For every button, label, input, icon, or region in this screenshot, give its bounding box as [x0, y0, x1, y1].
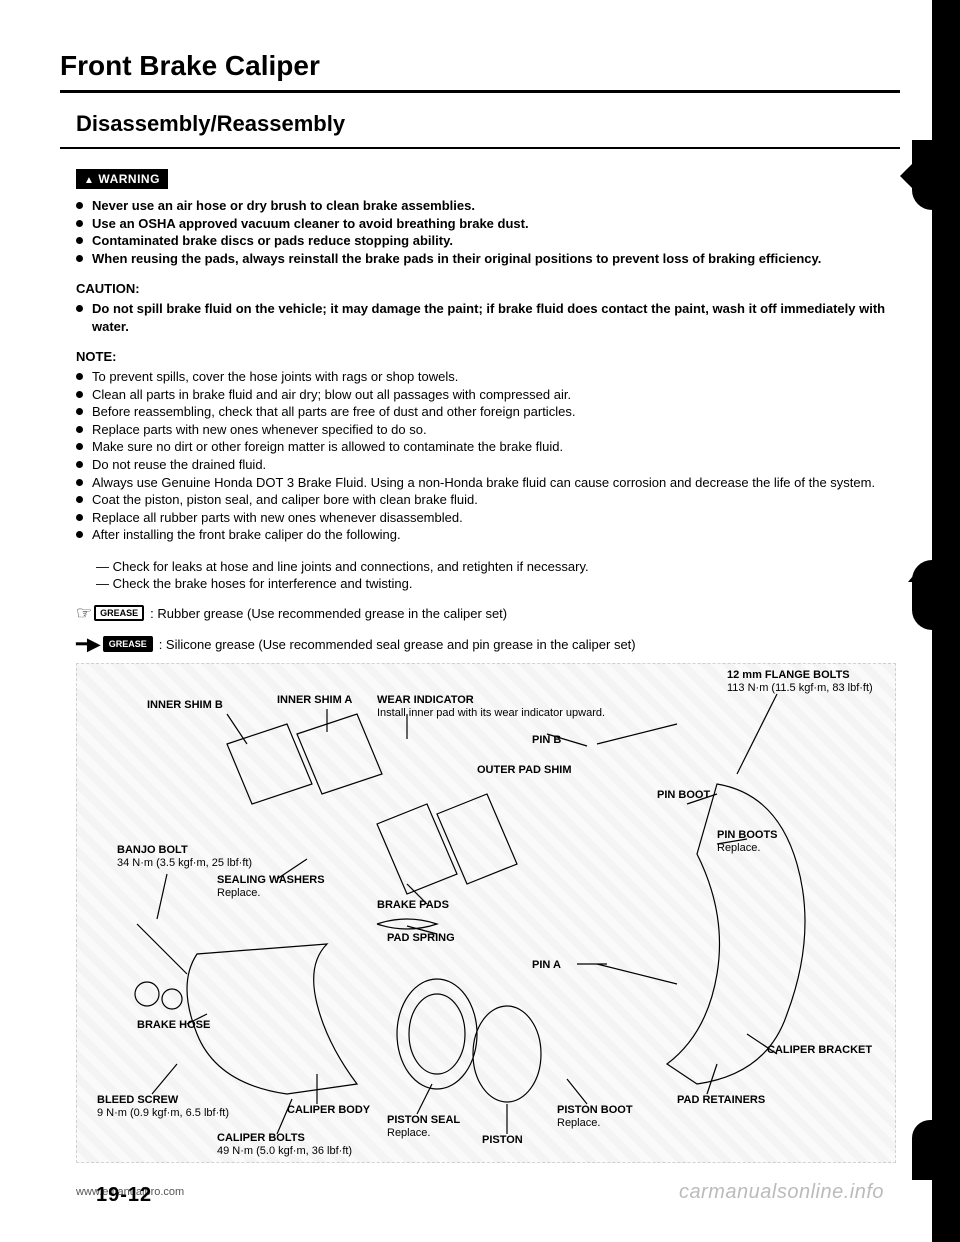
note-item: To prevent spills, cover the hose joints…	[76, 368, 890, 386]
pointer-icon: ☞	[76, 603, 92, 624]
page-title: Front Brake Caliper	[60, 50, 900, 82]
label-caliper-bolts: CALIPER BOLTS 49 N·m (5.0 kgf·m, 36 lbf·…	[217, 1132, 352, 1158]
note-item: After installing the front brake caliper…	[76, 526, 890, 544]
grease-badge: GREASE	[103, 636, 153, 652]
label-inner-shim-a: INNER SHIM A	[277, 694, 352, 707]
caution-text: Do not spill brake fluid on the vehicle;…	[76, 300, 890, 335]
note-item: Replace all rubber parts with new ones w…	[76, 509, 890, 527]
label-piston-boot: PISTON BOOT Replace.	[557, 1104, 633, 1130]
note-item: Clean all parts in brake fluid and air d…	[76, 386, 890, 404]
watermark: carmanualsonline.info	[679, 1181, 884, 1204]
label-pad-spring: PAD SPRING	[387, 932, 455, 945]
label-pad-retainers: PAD RETAINERS	[677, 1094, 765, 1107]
footer: www.emanualpro.com 19-12 carmanualsonlin…	[60, 1181, 900, 1204]
label-banjo-bolt: BANJO BOLT 34 N·m (3.5 kgf·m, 25 lbf·ft)	[117, 844, 252, 870]
note-item: Do not reuse the drained fluid.	[76, 456, 890, 474]
note-item: Make sure no dirt or other foreign matte…	[76, 438, 890, 456]
note-subitem: — Check for leaks at hose and line joint…	[96, 558, 890, 576]
note-item: Coat the piston, piston seal, and calipe…	[76, 491, 890, 509]
warning-list: Never use an air hose or dry brush to cl…	[76, 197, 890, 267]
section-rule	[60, 147, 900, 149]
page: Front Brake Caliper Disassembly/Reassemb…	[0, 0, 960, 1224]
label-flange-bolts: 12 mm FLANGE BOLTS 113 N·m (11.5 kgf·m, …	[727, 669, 873, 695]
label-sealing-washers: SEALING WASHERS Replace.	[217, 874, 325, 900]
label-brake-hose: BRAKE HOSE	[137, 1019, 210, 1032]
grease-badge: GREASE	[94, 605, 144, 621]
label-wear-indicator: WEAR INDICATOR Install inner pad with it…	[377, 694, 605, 720]
warning-item: When reusing the pads, always reinstall …	[76, 250, 890, 268]
label-inner-shim-b: INNER SHIM B	[147, 699, 223, 712]
title-rule	[60, 90, 900, 93]
rubber-grease-line: ☞ GREASE : Rubber grease (Use recommende…	[76, 603, 890, 624]
pointer-icon: ◀━	[76, 634, 101, 655]
label-pin-a: PIN A	[532, 959, 561, 972]
diagram-svg	[77, 664, 897, 1164]
label-bleed-screw: BLEED SCREW 9 N·m (0.9 kgf·m, 6.5 lbf·ft…	[97, 1094, 229, 1120]
silicone-grease-line: ◀━ GREASE : Silicone grease (Use recomme…	[76, 634, 890, 655]
label-caliper-body: CALIPER BODY	[287, 1104, 370, 1117]
note-item: Replace parts with new ones whenever spe…	[76, 421, 890, 439]
label-piston: PISTON	[482, 1134, 523, 1147]
section-title: Disassembly/Reassembly	[76, 111, 900, 137]
content-block: Never use an air hose or dry brush to cl…	[76, 197, 890, 655]
caution-label: CAUTION:	[76, 281, 890, 296]
label-pin-boot: PIN BOOT	[657, 789, 710, 802]
footer-left: www.emanualpro.com 19-12	[76, 1186, 184, 1198]
warning-item: Use an OSHA approved vacuum cleaner to a…	[76, 215, 890, 233]
note-subitem: — Check the brake hoses for interference…	[96, 575, 890, 593]
label-outer-pad-shim: OUTER PAD SHIM	[477, 764, 572, 777]
exploded-diagram: INNER SHIM B INNER SHIM A WEAR INDICATOR…	[76, 663, 896, 1163]
note-item: Always use Genuine Honda DOT 3 Brake Flu…	[76, 474, 890, 492]
label-piston-seal: PISTON SEAL Replace.	[387, 1114, 460, 1140]
page-number: 19-12	[96, 1184, 152, 1207]
warning-badge: WARNING	[76, 169, 168, 189]
note-item: Before reassembling, check that all part…	[76, 403, 890, 421]
note-list: To prevent spills, cover the hose joints…	[76, 368, 890, 543]
label-pin-b: PIN B	[532, 734, 561, 747]
note-label: NOTE:	[76, 349, 890, 364]
warning-item: Never use an air hose or dry brush to cl…	[76, 197, 890, 215]
silicone-grease-text: : Silicone grease (Use recommended seal …	[159, 637, 636, 652]
label-caliper-bracket: CALIPER BRACKET	[767, 1044, 872, 1057]
warning-item: Contaminated brake discs or pads reduce …	[76, 232, 890, 250]
label-brake-pads: BRAKE PADS	[377, 899, 449, 912]
grease-icon: ☞ GREASE	[76, 603, 144, 624]
grease-icon: ◀━ GREASE	[76, 634, 153, 655]
label-pin-boots: PIN BOOTS Replace.	[717, 829, 778, 855]
rubber-grease-text: : Rubber grease (Use recommended grease …	[150, 606, 507, 621]
note-subitems: — Check for leaks at hose and line joint…	[96, 558, 890, 593]
